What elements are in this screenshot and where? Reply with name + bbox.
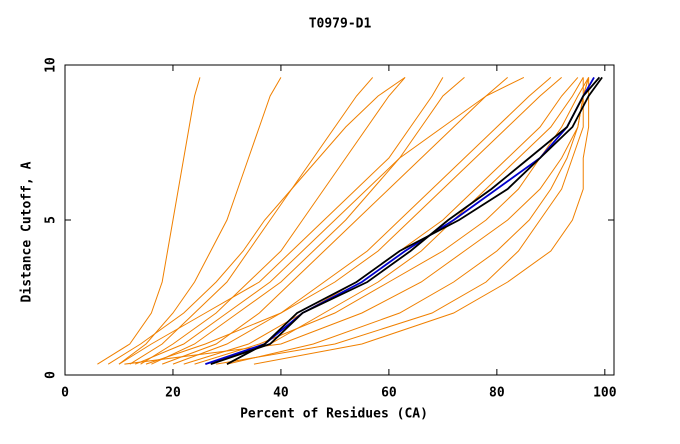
line (194, 77, 590, 365)
line (226, 77, 584, 365)
line (216, 77, 590, 365)
x-axis-label: Percent of Residues (CA) (240, 407, 428, 422)
line (145, 77, 562, 365)
y-tick-label: 0 (44, 371, 59, 379)
x-tick-label: 40 (273, 386, 289, 401)
line (253, 77, 590, 365)
line (118, 77, 444, 365)
x-tick-label: 80 (489, 386, 505, 401)
y-tick-label: 10 (44, 57, 59, 73)
x-tick-label: 0 (61, 386, 69, 401)
line (151, 77, 465, 365)
line (183, 77, 579, 365)
line (118, 77, 282, 365)
line (172, 77, 552, 365)
line (140, 77, 406, 365)
line (97, 77, 201, 365)
y-tick-label: 5 (44, 216, 59, 224)
line (129, 77, 374, 365)
chart-title: T0979-D1 (309, 17, 372, 32)
plot-frame (64, 64, 615, 376)
line (134, 76, 525, 365)
x-tick-label: 60 (381, 386, 397, 401)
x-tick-label: 100 (593, 386, 617, 401)
x-tick-label: 20 (165, 386, 181, 401)
line (107, 76, 406, 365)
line (226, 76, 603, 365)
y-axis-label: Distance Cutoff, A (20, 161, 35, 302)
line (161, 77, 508, 365)
line (210, 76, 601, 366)
